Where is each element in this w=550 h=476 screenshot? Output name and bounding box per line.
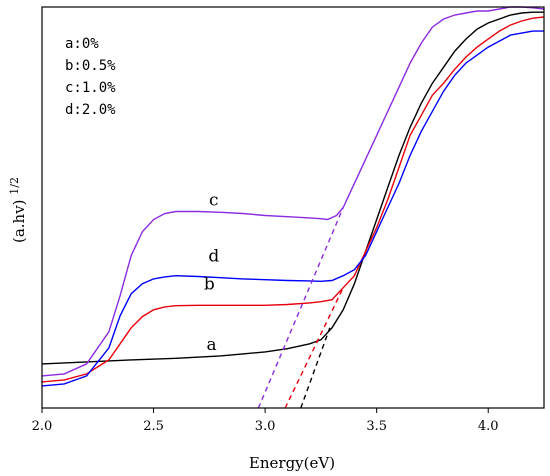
x-tick-label: 2.5 xyxy=(143,419,164,434)
x-tick-label: 3.0 xyxy=(255,419,276,434)
x-tick-label: 3.5 xyxy=(366,419,387,434)
curve-label-b: b xyxy=(204,275,215,295)
series-line-d xyxy=(41,30,544,387)
tangent-line-a xyxy=(300,327,331,409)
y-axis-label: (a.hv) 1/2 xyxy=(8,177,28,243)
x-tick-label: 2.0 xyxy=(32,419,53,434)
tangent-lines xyxy=(257,207,344,409)
x-tick-label: 4.0 xyxy=(478,419,499,434)
tangent-line-c xyxy=(257,207,344,409)
series-lines xyxy=(41,6,545,387)
svg-text:(a.hv) 1/2: (a.hv) 1/2 xyxy=(8,177,28,243)
series-line-c xyxy=(41,6,545,377)
legend: a:0% b:0.5% c:1.0% d:2.0% xyxy=(65,36,116,118)
y-axis-label-exponent: 1/2 xyxy=(8,177,21,195)
plot-frame xyxy=(41,6,545,409)
curve-label-d: d xyxy=(208,247,219,267)
x-axis-ticks: 2.0 2.5 3.0 3.5 4.0 xyxy=(32,408,499,434)
curve-label-a: a xyxy=(206,335,216,355)
legend-entry-c: c:1.0% xyxy=(65,80,116,96)
x-axis-label: Energy(eV) xyxy=(249,454,335,472)
curve-labels: a b c d xyxy=(204,190,219,354)
tangent-line-b xyxy=(284,287,344,409)
legend-entry-b: b:0.5% xyxy=(65,58,116,74)
curve-label-c: c xyxy=(209,190,219,210)
series-line-a xyxy=(41,11,544,365)
legend-entry-d: d:2.0% xyxy=(65,102,116,118)
legend-entry-a: a:0% xyxy=(65,36,99,52)
y-axis-label-main: (a.hv) xyxy=(10,199,28,243)
series-line-b xyxy=(41,16,545,383)
